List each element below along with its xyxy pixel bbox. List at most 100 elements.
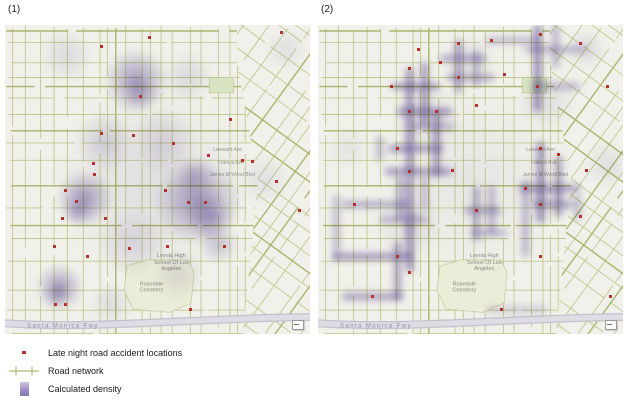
map-text-label: Rosedale Cemetery	[452, 281, 476, 294]
accident-dot	[100, 45, 104, 49]
density-blob	[11, 45, 292, 326]
map-text-label: Santa Monica Fwy	[340, 322, 412, 329]
density-blob	[81, 272, 143, 334]
basemap-layer: Loyola High School Of Los Angeles Rosedal…	[318, 25, 623, 334]
map-text-label: James M Wood Blvd	[522, 172, 568, 178]
accident-dot	[609, 295, 613, 299]
accident-dot	[408, 66, 411, 70]
accident-dot	[475, 208, 479, 212]
density-segment	[342, 200, 410, 208]
density-blob	[318, 118, 379, 180]
accident-dot	[148, 36, 152, 40]
legend-item-road-network: Road network	[6, 364, 182, 377]
accident-dot	[499, 307, 503, 311]
accident-dot	[539, 147, 543, 151]
density-segment	[454, 40, 462, 93]
overview-window-icon	[604, 320, 617, 331]
accident-dot	[490, 38, 494, 42]
accident-dot	[584, 168, 588, 172]
density-blob	[166, 148, 222, 204]
accident-location-marker-icon	[22, 351, 26, 354]
density-blob	[56, 189, 100, 232]
density-segment	[396, 176, 404, 220]
density-layer	[5, 25, 310, 334]
accident-dot	[435, 110, 439, 114]
accident-dot	[408, 110, 411, 114]
density-blob	[175, 183, 243, 251]
density-blob	[29, 25, 103, 93]
road-network	[318, 25, 623, 334]
density-segment	[531, 200, 575, 208]
panel-1-label: (1)	[8, 4, 21, 15]
accident-dot	[395, 147, 399, 151]
density-segment	[525, 46, 587, 54]
accident-dot	[475, 103, 479, 107]
accident-dot	[127, 246, 131, 250]
density-segment	[421, 62, 429, 127]
density-blob	[227, 142, 301, 217]
density-blob	[26, 254, 94, 322]
density-blob	[151, 40, 225, 115]
accident-dot	[52, 245, 56, 249]
accident-dot	[86, 254, 90, 258]
accident-dot	[502, 72, 506, 76]
accident-dot	[251, 160, 255, 164]
accident-dot	[456, 42, 460, 46]
density-segment	[393, 241, 401, 300]
density-segment	[537, 142, 545, 223]
density-segment	[397, 108, 453, 116]
accident-dot	[298, 208, 302, 212]
accident-dot	[438, 60, 442, 64]
accident-dot	[395, 255, 399, 259]
legend-label-calculated-density: Calculated density	[48, 383, 122, 394]
accident-dot	[188, 308, 192, 312]
legend: Late night road accident locations Road …	[6, 346, 183, 396]
map-text-label: Loyola High School Of Los Angeles	[467, 253, 502, 273]
road-network	[5, 25, 310, 334]
density-segment	[409, 123, 456, 131]
density-segment	[446, 74, 495, 82]
density-segment	[573, 194, 581, 220]
road-network-marker-icon	[9, 366, 39, 375]
legend-label-road-network: Road network	[48, 365, 104, 376]
density-blob	[142, 238, 216, 312]
density-segment	[388, 145, 444, 153]
accident-dot	[408, 170, 411, 174]
accident-dot	[456, 76, 460, 80]
density-blob	[44, 158, 124, 238]
accident-dot	[75, 199, 79, 203]
density-blob	[40, 277, 74, 311]
accident-dot	[241, 158, 245, 162]
density-segment	[473, 49, 481, 87]
density-segment	[440, 55, 486, 63]
density-blob	[84, 192, 182, 291]
density-segment	[519, 185, 581, 193]
accident-dot	[539, 202, 543, 206]
accident-dot	[539, 255, 543, 259]
accident-dot	[539, 32, 543, 36]
planar-density-map: Loyola High School Of Los AngelesRosedal…	[5, 25, 310, 334]
density-segment	[333, 253, 413, 261]
density-segment	[379, 216, 428, 224]
network-density-map: Loyola High School Of Los Angeles Rosedal…	[318, 25, 623, 334]
legend-label-accident-locations: Late night road accident locations	[48, 347, 183, 358]
density-blob	[114, 68, 164, 118]
accident-dot	[92, 173, 96, 177]
accident-dots-layer	[5, 25, 310, 334]
accident-dot	[578, 42, 582, 46]
density-blob	[574, 130, 623, 198]
density-segment	[464, 206, 501, 214]
accident-dot	[223, 245, 227, 249]
density-blob	[90, 34, 182, 127]
map-text-label: Rosedale Cemetery	[139, 281, 163, 294]
accident-dot	[100, 131, 104, 135]
accident-dot	[228, 117, 232, 121]
density-segment	[470, 228, 508, 236]
accident-dot	[280, 31, 284, 35]
park-area	[208, 77, 235, 94]
density-layer	[318, 25, 623, 334]
accident-dot	[408, 270, 411, 274]
cemetery-area	[436, 259, 508, 313]
density-segment	[485, 305, 547, 313]
accident-dot	[417, 48, 421, 52]
